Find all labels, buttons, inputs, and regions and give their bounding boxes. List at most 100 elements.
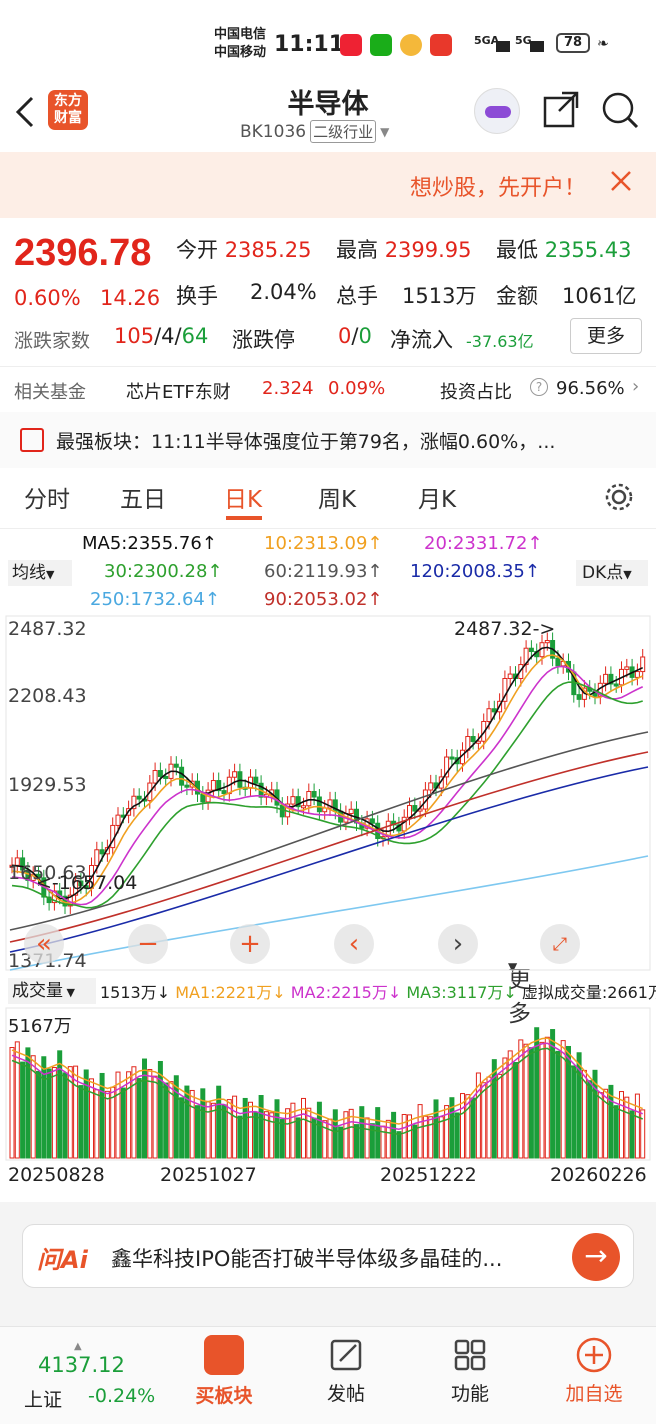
volume-bar bbox=[401, 1113, 407, 1159]
page-title: 半导体 bbox=[287, 89, 369, 120]
volume-bar bbox=[396, 1131, 402, 1159]
volume-bar bbox=[560, 1040, 566, 1159]
leaf-icon: ❧ bbox=[597, 36, 609, 52]
zoom-in-button[interactable]: + bbox=[230, 924, 270, 964]
share-icon[interactable] bbox=[542, 90, 580, 132]
board-code: BK1036 bbox=[240, 121, 307, 142]
index-value: 4137.12 bbox=[38, 1353, 125, 1377]
volume-bar bbox=[179, 1097, 185, 1159]
volume-bar bbox=[412, 1124, 418, 1159]
candle bbox=[544, 640, 550, 644]
chart-frame bbox=[5, 615, 651, 971]
x-tick-1: 20251027 bbox=[160, 1164, 257, 1186]
volume-chart[interactable] bbox=[0, 1006, 656, 1162]
ratio-label: 投资占比 bbox=[440, 382, 512, 403]
volume-current: 1513万↓ bbox=[100, 983, 171, 1002]
candle bbox=[78, 880, 84, 887]
volume-bar bbox=[253, 1112, 259, 1159]
tab-five-day[interactable]: 五日 bbox=[120, 487, 166, 513]
clock: 11:11 bbox=[274, 32, 345, 57]
dk-point-selector[interactable]: DK点▼ bbox=[576, 560, 648, 586]
volume-bar bbox=[131, 1066, 137, 1159]
volume-bar bbox=[539, 1041, 545, 1159]
volume-bar bbox=[226, 1099, 232, 1159]
buy-board-button[interactable]: 买板块 bbox=[186, 1335, 262, 1415]
volume-bar bbox=[603, 1088, 609, 1159]
volume-bar bbox=[232, 1095, 238, 1159]
tab-intraday[interactable]: 分时 bbox=[24, 487, 70, 513]
inflow-label: 净流入 bbox=[390, 328, 453, 352]
candle bbox=[210, 780, 216, 791]
index-ticker[interactable]: ▲ 4137.12 上证 -0.24% bbox=[24, 1341, 174, 1411]
volume-bar bbox=[248, 1101, 253, 1159]
candle bbox=[311, 791, 317, 798]
volume-ma3: MA3:3117万↓ bbox=[406, 983, 517, 1002]
fund-name: 芯片ETF东财 bbox=[126, 382, 231, 403]
inflow-value: -37.63亿 bbox=[466, 332, 534, 351]
candle bbox=[555, 657, 561, 667]
function-button[interactable]: 功能 bbox=[430, 1335, 510, 1415]
volume-bar bbox=[454, 1112, 460, 1159]
ai-logo: 问Ai bbox=[37, 1246, 88, 1274]
candle bbox=[237, 771, 243, 788]
volume-bar bbox=[354, 1124, 359, 1159]
mascot-icon bbox=[400, 34, 422, 56]
volume-bar bbox=[566, 1045, 571, 1159]
volume-selector[interactable]: 成交量 ▼ bbox=[8, 978, 96, 1004]
assistant-avatar[interactable] bbox=[474, 88, 520, 134]
volume-value: 1513万 bbox=[402, 284, 477, 308]
candle bbox=[640, 656, 646, 673]
more-button[interactable]: 更多 bbox=[570, 318, 642, 354]
tab-weekly-k[interactable]: 周K bbox=[318, 487, 357, 513]
open-value: 2385.25 bbox=[224, 238, 312, 262]
edit-icon bbox=[330, 1339, 362, 1371]
search-icon[interactable] bbox=[600, 90, 640, 134]
settings-icon[interactable] bbox=[604, 482, 634, 516]
volume-bar bbox=[460, 1093, 465, 1159]
fullscreen-icon[interactable]: ⤢ bbox=[540, 924, 580, 964]
volume-bar bbox=[200, 1088, 206, 1159]
y-tick-0: 2487.32 bbox=[8, 618, 87, 640]
prev-button[interactable]: ‹ bbox=[334, 924, 374, 964]
volume-bar bbox=[62, 1072, 68, 1159]
ma30-line bbox=[11, 681, 643, 909]
status-bar: 中国电信 中国移动 11:11 5GA 5G 78 ❧ bbox=[0, 0, 656, 80]
chevron-down-icon[interactable]: ▼ bbox=[380, 124, 390, 139]
close-icon[interactable] bbox=[610, 170, 632, 196]
related-fund-row[interactable]: 相关基金 芯片ETF东财 2.324 0.09% 投资占比 ? 96.56% › bbox=[0, 367, 656, 411]
next-button[interactable]: › bbox=[438, 924, 478, 964]
post-button[interactable]: 发帖 bbox=[306, 1335, 386, 1415]
turnover-value: 2.04% bbox=[250, 280, 317, 304]
ma20-label: 20:2331.72↑ bbox=[424, 533, 543, 554]
volume-bar bbox=[189, 1089, 195, 1159]
volume-bar bbox=[322, 1120, 328, 1159]
volume-bar bbox=[301, 1097, 306, 1159]
divider bbox=[0, 366, 656, 367]
back-button[interactable] bbox=[10, 92, 40, 132]
volume-bar bbox=[417, 1104, 423, 1159]
x-tick-3: 20260226 bbox=[550, 1164, 647, 1186]
news-row[interactable]: 最强板块：11:11半导体强度位于第79名，涨幅0.60%，... bbox=[0, 412, 656, 468]
amount-value: 1061亿 bbox=[562, 284, 637, 308]
add-watchlist-button[interactable]: 加自选 bbox=[552, 1335, 636, 1415]
volume-bar bbox=[263, 1111, 269, 1159]
tab-monthly-k[interactable]: 月K bbox=[418, 487, 457, 513]
volume-ma3-line bbox=[11, 1047, 643, 1136]
open-label: 今开 bbox=[176, 238, 218, 262]
volume-bar bbox=[285, 1108, 291, 1159]
open-account-banner[interactable]: 想炒股，先开户！ bbox=[0, 152, 656, 218]
volume-bar bbox=[444, 1105, 450, 1159]
ma-selector[interactable]: 均线▼ bbox=[8, 560, 72, 586]
rewind-button[interactable]: « bbox=[24, 924, 64, 964]
zoom-out-button[interactable]: − bbox=[128, 924, 168, 964]
candle bbox=[99, 849, 105, 855]
add-watchlist-label: 加自选 bbox=[565, 1383, 623, 1405]
candlestick-chart[interactable] bbox=[0, 612, 656, 974]
volume-bar bbox=[465, 1094, 471, 1159]
carrier-1: 中国电信 bbox=[214, 27, 267, 42]
arrow-right-icon[interactable]: → bbox=[572, 1233, 620, 1281]
volume-bar bbox=[428, 1116, 434, 1159]
help-icon[interactable]: ? bbox=[530, 378, 548, 396]
ai-question-bar[interactable]: 问Ai 鑫华科技IPO能否打破半导体级多晶硅的... → bbox=[22, 1224, 634, 1288]
tab-daily-k[interactable]: 日K bbox=[224, 487, 263, 513]
